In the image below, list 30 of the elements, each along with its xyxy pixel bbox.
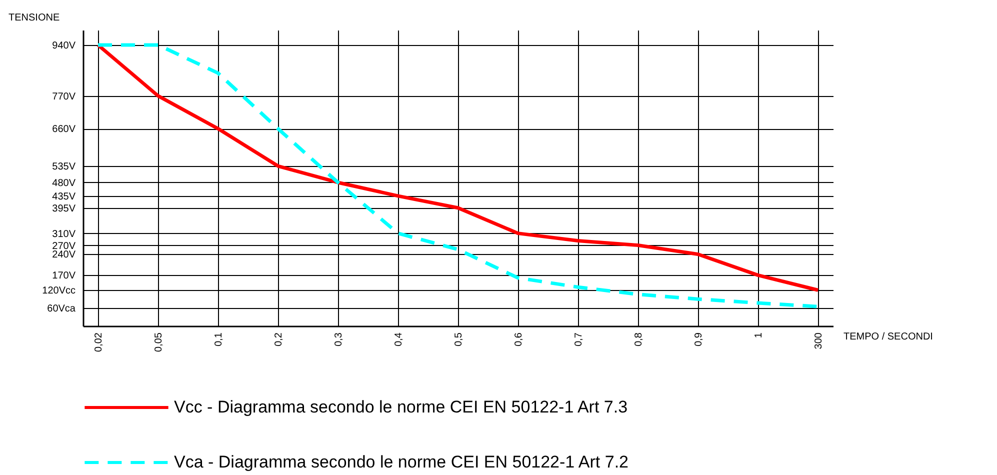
y-tick-label: 240V: [52, 250, 76, 261]
y-tick-label: 435V: [52, 191, 76, 202]
x-tick-label: 0,02: [94, 332, 104, 352]
y-tick-label: 480V: [52, 178, 76, 189]
y-tick-label: 395V: [52, 203, 76, 214]
y-tick-label: 120Vcc: [42, 286, 76, 297]
x-tick-label: 0,9: [694, 332, 704, 346]
y-tick-label: 170V: [52, 270, 76, 282]
x-tick-label: 0,8: [634, 332, 644, 346]
x-tick-label: 0,05: [154, 332, 164, 352]
x-tick-label: 0,4: [394, 332, 404, 346]
x-tick-label: 0,6: [514, 332, 524, 346]
y-tick-label: 940V: [52, 40, 76, 52]
y-tick-label: 535V: [52, 162, 76, 173]
x-tick-label: 300: [814, 332, 824, 350]
y-tick-label: 60Vca: [47, 304, 76, 315]
x-tick-label: 0,7: [574, 332, 584, 346]
x-tick-label: 0,3: [334, 332, 344, 346]
y-axis-title: TENSIONE: [8, 12, 60, 24]
y-tick-label: 770V: [52, 91, 76, 102]
legend-label: Vca - Diagramma secondo le norme CEI EN 50122-1 Art 7.2: [174, 452, 628, 472]
legend-label: Vcc - Diagramma secondo le norme CEI EN 50122-1 Art 7.3: [174, 398, 628, 416]
x-tick-label: 0,5: [454, 332, 464, 346]
y-tick-label: 660V: [52, 124, 76, 136]
x-tick-label: 1: [754, 332, 764, 338]
y-tick-label: 270V: [52, 240, 76, 252]
x-tick-label: 0,2: [274, 332, 284, 346]
x-axis-title: TEMPO / SECONDI: [844, 332, 933, 342]
x-tick-label: 0,1: [214, 332, 224, 346]
y-tick-label: 310V: [52, 228, 76, 240]
